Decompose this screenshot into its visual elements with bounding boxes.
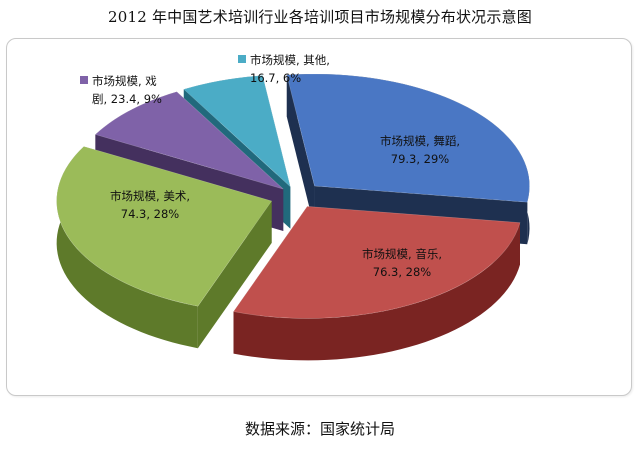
pie-slice-舞蹈	[286, 73, 530, 203]
slice-outer-wall	[56, 146, 198, 349]
data-label-line: 市场规模, 舞蹈,	[380, 134, 460, 148]
pie-slice-音乐	[232, 206, 521, 319]
data-label-舞蹈: 市场规模, 舞蹈, 79.3, 29%	[380, 134, 460, 166]
pie-slice-戏剧	[94, 91, 284, 190]
pie-slice-其他	[183, 75, 291, 188]
chart-title: 2012 年中国艺术培训行业各培训项目市场规模分布状况示意图	[108, 8, 532, 26]
data-label-line: 市场规模, 美术,	[110, 189, 190, 203]
data-label-戏剧: 市场规模, 戏剧, 23.4, 9%	[80, 74, 162, 106]
label-color-key	[238, 55, 246, 63]
pie-slice-美术	[56, 146, 273, 307]
data-label-line: 79.3, 29%	[391, 152, 450, 166]
data-label-line: 剧, 23.4, 9%	[92, 92, 162, 106]
data-label-其他: 市场规模, 其他, 16.7, 6%	[238, 53, 330, 85]
data-label-音乐: 市场规模, 音乐, 76.3, 28%	[362, 247, 442, 279]
data-label-line: 市场规模, 其他,	[250, 53, 330, 67]
data-label-line: 市场规模, 音乐,	[362, 247, 442, 261]
data-source: 数据来源：国家统计局	[244, 420, 395, 438]
data-label-美术: 市场规模, 美术, 74.3, 28%	[110, 189, 190, 221]
data-label-line: 76.3, 28%	[373, 265, 432, 279]
slice-wall	[197, 200, 272, 349]
slice-outer-wall	[233, 222, 520, 361]
data-label-line: 74.3, 28%	[121, 207, 180, 221]
label-color-key	[80, 76, 88, 84]
data-label-line: 市场规模, 戏	[92, 74, 157, 88]
pie-labels: 市场规模, 舞蹈,79.3, 29%市场规模, 音乐,76.3, 28%市场规模…	[80, 53, 460, 279]
pie-tops	[56, 73, 530, 319]
data-label-line: 16.7, 6%	[250, 71, 301, 85]
